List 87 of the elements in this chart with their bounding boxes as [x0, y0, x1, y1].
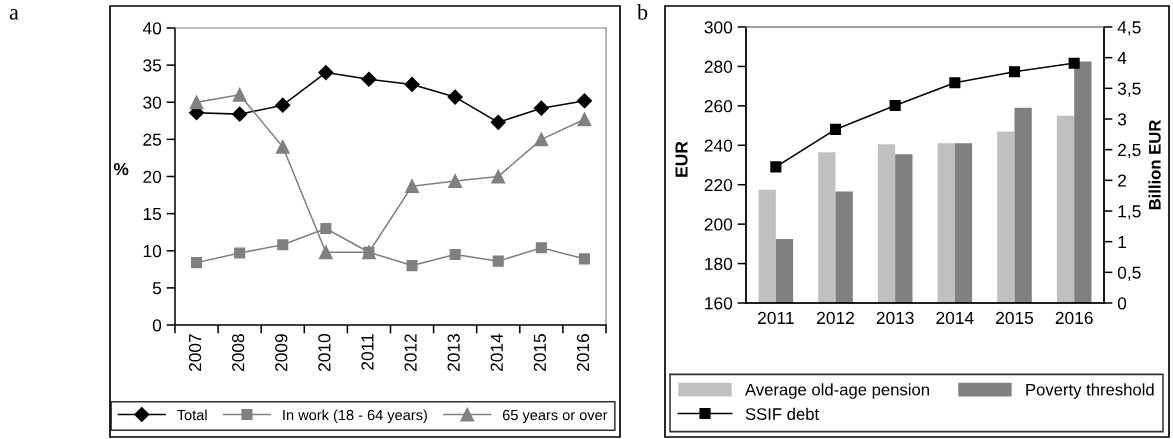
text: a [9, 8, 19, 20]
y-tick-label: 5 [152, 282, 162, 295]
point [232, 87, 247, 102]
point [406, 260, 418, 272]
point [318, 245, 333, 260]
y2-tick-label: 3,5 [1117, 82, 1141, 97]
y-tick-label: 10 [143, 244, 162, 258]
point [949, 77, 961, 89]
x-tick-label: 2012 [404, 334, 417, 372]
y-tick-label: 240 [704, 139, 733, 152]
point [576, 93, 593, 109]
y-tick-label: 30 [143, 96, 162, 109]
y-axis-title: EUR [675, 141, 688, 177]
y-axis-title: % [113, 162, 129, 176]
point [770, 161, 782, 173]
legend-label: Average old-age pension [745, 383, 929, 399]
y2-tick-label: 0,5 [1117, 266, 1141, 281]
y2-axis-title: Billion EUR [1148, 119, 1161, 210]
point [234, 247, 246, 259]
point [578, 253, 591, 265]
y2-tick-label: 4,5 [1117, 21, 1141, 36]
y2-tick-label: 4 [1117, 52, 1127, 64]
y-tick-label: 40 [142, 22, 162, 35]
point [449, 248, 461, 261]
point [490, 114, 506, 130]
point [232, 106, 248, 122]
y-tick-label: 180 [705, 257, 733, 271]
y2-tick-label: 2 [1118, 174, 1126, 187]
x-tick-label: 2016 [576, 334, 590, 372]
x-tick-label: 2011 [361, 334, 374, 370]
point [318, 64, 334, 81]
y-tick-label: 20 [143, 170, 162, 183]
point [534, 132, 549, 147]
x-tick-label: 2009 [275, 334, 288, 372]
x-tick-label: 2007 [188, 334, 202, 372]
point [275, 139, 290, 154]
point [1008, 66, 1021, 78]
point [277, 239, 289, 251]
point [491, 169, 506, 184]
point [190, 257, 203, 269]
y2-tick-label: 1,5 [1118, 205, 1141, 220]
x-tick-label: 2015 [533, 334, 547, 372]
y2-tick-label: 1 [1118, 236, 1126, 248]
x-tick-label: 2011 [758, 311, 794, 325]
point [405, 179, 419, 194]
y-tick-label: 260 [704, 100, 733, 113]
legend-label: 65 years or over [502, 409, 608, 424]
point [889, 99, 901, 112]
legend-label: SSIF debt [745, 407, 819, 420]
x-tick-label: 2010 [318, 334, 331, 372]
y-tick-label: 200 [704, 218, 733, 231]
point [404, 76, 420, 92]
point [492, 255, 504, 267]
point [447, 89, 463, 105]
point [448, 174, 463, 188]
y-tick-label: 25 [143, 133, 162, 146]
x-tick-label: 2012 [817, 311, 854, 325]
y-tick-label: 300 [704, 21, 733, 34]
point [577, 112, 592, 127]
x-tick-label: 2014 [936, 311, 974, 325]
x-tick-label: 2016 [1055, 311, 1093, 325]
point [189, 95, 204, 110]
y2-tick-label: 3 [1117, 113, 1127, 126]
y-tick-label: 35 [143, 59, 162, 72]
x-tick-label: 2013 [876, 311, 914, 325]
y2-tick-label: 2,5 [1118, 143, 1141, 159]
legend-label: In work (18 - 64 years) [283, 409, 427, 424]
legend-label: Total [177, 409, 207, 421]
point [320, 222, 332, 235]
y-tick-label: 15 [143, 207, 162, 221]
y-tick-label: 280 [704, 60, 733, 73]
point [1068, 57, 1080, 69]
text: b [637, 4, 648, 20]
x-tick-label: 2008 [232, 334, 245, 372]
point [275, 97, 291, 113]
point [361, 71, 377, 87]
x-tick-label: 2013 [447, 334, 460, 372]
legend-label: Poverty threshold [1026, 383, 1154, 399]
y-tick-label: 0 [152, 319, 162, 332]
x-tick-label: 2014 [490, 333, 503, 372]
point [535, 242, 547, 254]
point [533, 100, 549, 116]
x-tick-label: 2015 [996, 311, 1034, 325]
y-tick-label: 160 [705, 297, 733, 310]
y2-tick-label: 0 [1117, 297, 1127, 310]
point [829, 123, 842, 135]
y-tick-label: 220 [704, 178, 733, 192]
